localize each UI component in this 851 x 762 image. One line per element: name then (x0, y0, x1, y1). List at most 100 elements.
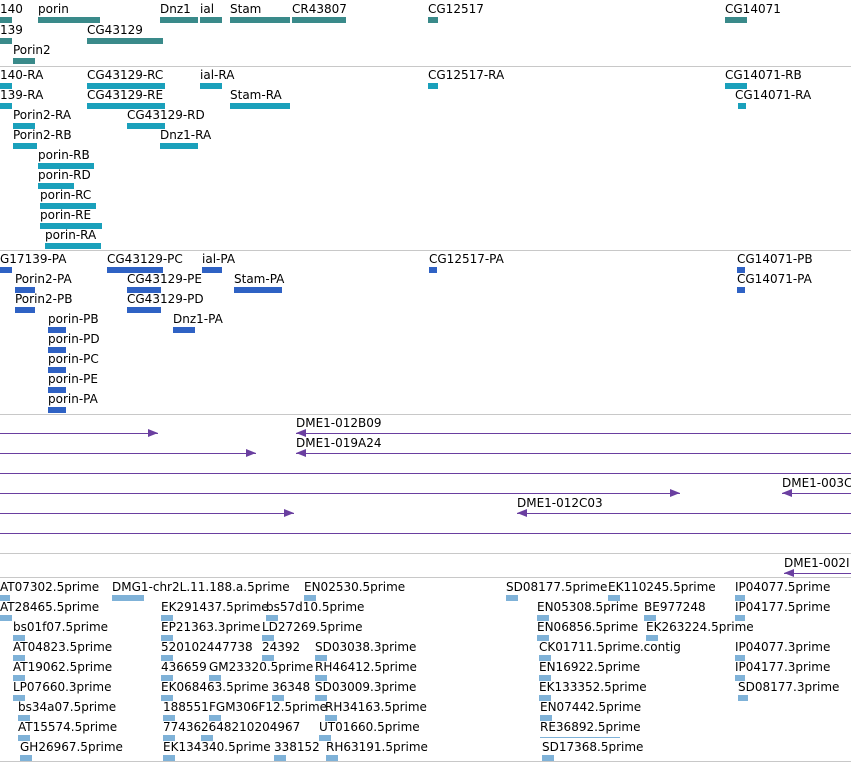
clone-feature[interactable] (784, 573, 851, 574)
est-feature[interactable] (646, 635, 658, 641)
est-feature[interactable] (0, 615, 12, 621)
transcript-feature[interactable] (40, 223, 102, 229)
protein-feature[interactable] (48, 407, 66, 413)
protein-feature[interactable] (48, 327, 66, 333)
clone-feature[interactable] (0, 513, 294, 514)
est-feature[interactable] (315, 655, 327, 661)
est-feature[interactable] (163, 755, 175, 761)
transcript-feature[interactable] (38, 183, 74, 189)
est-feature[interactable] (644, 615, 656, 621)
est-feature[interactable] (13, 695, 25, 701)
gene-feature[interactable] (13, 58, 35, 64)
est-feature[interactable] (13, 655, 25, 661)
est-feature[interactable] (540, 715, 552, 721)
est-feature[interactable] (315, 695, 327, 701)
clone-feature[interactable] (0, 493, 680, 494)
est-feature[interactable] (608, 595, 620, 601)
gene-feature[interactable] (0, 17, 12, 23)
est-feature[interactable] (537, 635, 549, 641)
transcript-feature[interactable] (200, 83, 222, 89)
protein-feature[interactable] (48, 347, 66, 353)
gene-feature[interactable] (200, 17, 222, 23)
clone-feature[interactable] (0, 433, 158, 434)
est-feature[interactable] (201, 735, 213, 741)
est-feature[interactable] (209, 675, 221, 681)
est-feature[interactable] (262, 655, 274, 661)
gene-feature[interactable] (292, 17, 346, 23)
est-feature[interactable] (161, 615, 173, 621)
est-feature[interactable] (13, 675, 25, 681)
gene-feature[interactable] (38, 17, 100, 23)
gene-feature[interactable] (230, 17, 290, 23)
transcript-feature[interactable] (0, 103, 12, 109)
gene-feature[interactable] (87, 38, 163, 44)
protein-feature[interactable] (127, 287, 161, 293)
protein-feature[interactable] (15, 287, 35, 293)
est-feature[interactable] (20, 755, 32, 761)
est-feature[interactable] (542, 755, 554, 761)
protein-feature[interactable] (107, 267, 163, 273)
est-feature[interactable] (13, 635, 25, 641)
clone-feature[interactable] (517, 513, 851, 514)
est-feature[interactable] (112, 595, 144, 601)
gene-feature[interactable] (160, 17, 198, 23)
est-feature[interactable] (163, 715, 175, 721)
est-feature[interactable] (18, 715, 30, 721)
est-feature[interactable] (0, 595, 10, 601)
est-feature[interactable] (738, 695, 748, 701)
protein-feature[interactable] (48, 387, 66, 393)
est-feature[interactable] (539, 675, 551, 681)
gene-feature[interactable] (0, 38, 12, 44)
protein-feature[interactable] (234, 287, 282, 293)
clone-feature[interactable] (0, 533, 851, 534)
est-feature[interactable] (163, 735, 175, 741)
est-feature[interactable] (161, 635, 173, 641)
clone-feature[interactable] (296, 453, 851, 454)
protein-feature[interactable] (737, 267, 745, 273)
est-feature[interactable] (735, 615, 745, 621)
transcript-feature[interactable] (40, 203, 96, 209)
est-feature[interactable] (540, 737, 620, 738)
est-feature[interactable] (506, 595, 518, 601)
protein-feature[interactable] (48, 367, 66, 373)
est-feature[interactable] (537, 615, 549, 621)
est-feature[interactable] (735, 675, 745, 681)
transcript-feature[interactable] (13, 143, 37, 149)
transcript-feature[interactable] (428, 83, 438, 89)
est-feature[interactable] (161, 695, 173, 701)
clone-feature[interactable] (296, 433, 851, 434)
protein-feature[interactable] (429, 267, 437, 273)
est-feature[interactable] (326, 755, 338, 761)
est-feature[interactable] (161, 655, 173, 661)
protein-feature[interactable] (173, 327, 195, 333)
transcript-feature[interactable] (87, 83, 165, 89)
est-feature[interactable] (539, 695, 551, 701)
est-feature[interactable] (319, 735, 331, 741)
est-feature[interactable] (315, 675, 327, 681)
protein-feature[interactable] (202, 267, 222, 273)
est-feature[interactable] (274, 755, 286, 761)
transcript-feature[interactable] (230, 103, 290, 109)
est-feature[interactable] (735, 655, 745, 661)
est-feature[interactable] (266, 615, 278, 621)
protein-feature[interactable] (737, 287, 745, 293)
est-feature[interactable] (735, 595, 745, 601)
protein-feature[interactable] (0, 267, 12, 273)
est-feature[interactable] (272, 695, 284, 701)
est-feature[interactable] (262, 635, 274, 641)
protein-feature[interactable] (127, 307, 161, 313)
transcript-feature[interactable] (87, 103, 165, 109)
transcript-feature[interactable] (13, 123, 35, 129)
transcript-feature[interactable] (0, 83, 12, 89)
est-feature[interactable] (304, 595, 316, 601)
transcript-feature[interactable] (127, 123, 165, 129)
transcript-feature[interactable] (738, 103, 746, 109)
est-feature[interactable] (539, 655, 551, 661)
protein-feature[interactable] (15, 307, 35, 313)
clone-feature[interactable] (0, 453, 256, 454)
est-feature[interactable] (209, 715, 221, 721)
est-feature[interactable] (161, 675, 173, 681)
clone-feature[interactable] (782, 493, 851, 494)
clone-feature[interactable] (0, 473, 851, 474)
est-feature[interactable] (18, 735, 30, 741)
